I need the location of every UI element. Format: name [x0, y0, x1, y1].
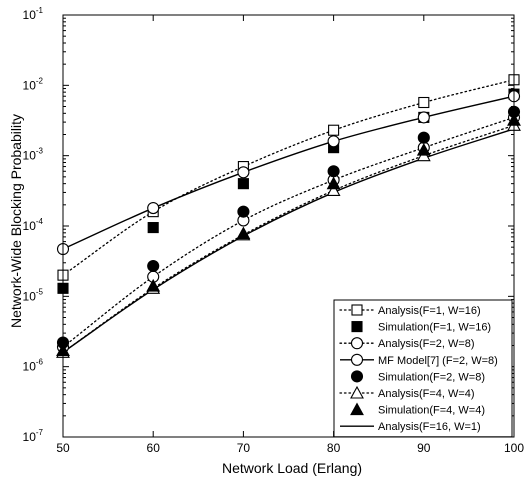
data-point-6: [326, 176, 341, 190]
tick-label-layer: 50 60 70 80 90 100 10-7 10-6 10-5 10-4 10-3 10-2 10-…: [23, 6, 525, 455]
x-axis-label: Network Load (Erlang): [222, 460, 362, 476]
legend-marker-1: [351, 321, 363, 333]
y-tick-label: 10-7: [23, 428, 44, 444]
legend-marker-4: [350, 370, 364, 383]
x-tick-label: 60: [147, 441, 161, 455]
data-point-4: [237, 205, 250, 218]
legend-label-1: Simulation(F=1, W=16): [378, 322, 491, 334]
y-axis-label: Network-Wide Blocking Probability: [8, 114, 24, 328]
legend-label-6: Simulation(F=4, W=4): [378, 405, 485, 417]
series-line-2: [62, 116, 515, 348]
x-tick-label: 50: [56, 441, 70, 455]
y-tick-label: 10-1: [23, 6, 44, 22]
data-point-3: [327, 135, 340, 148]
data-point-1: [147, 222, 159, 234]
data-point-4: [147, 259, 160, 273]
data-point-6: [236, 226, 251, 240]
series-line-7: [62, 128, 515, 353]
y-tick-label: 10-3: [23, 147, 44, 163]
data-point-6: [146, 278, 161, 292]
y-tick-label: 10-5: [23, 287, 44, 303]
y-tick-label: 10-6: [23, 358, 44, 374]
data-point-4: [327, 165, 340, 178]
legend-label-2: Analysis(F=2, W=8): [378, 338, 475, 350]
legend-marker-0: [351, 304, 363, 316]
x-tick-label: 80: [327, 441, 341, 455]
plot-frame: [62, 14, 515, 438]
legend: Analysis(F=1, W=16) Simulation(F=1, W=16)…: [333, 299, 513, 438]
data-point-3: [237, 166, 250, 179]
legend-label-5: Analysis(F=4, W=4): [378, 388, 475, 400]
legend-label-4: Simulation(F=2, W=8): [378, 371, 485, 383]
data-point-3: [417, 111, 430, 124]
data-point-0: [328, 124, 340, 136]
legend-marker-2: [350, 337, 364, 350]
legend-marker-5: [350, 385, 364, 399]
y-tick-label: 10-4: [23, 217, 44, 233]
legend-marker-3: [350, 353, 364, 366]
x-tick-label: 70: [237, 441, 251, 455]
data-point-5: [326, 183, 341, 197]
series-layer: [56, 74, 521, 358]
legend-label-3: MF Model[7] (F=2, W=8): [378, 355, 498, 367]
x-tick-label: 100: [504, 441, 524, 455]
legend-label-0: Analysis(F=1, W=16): [378, 305, 481, 317]
series-line-0: [62, 79, 515, 276]
legend-box: [333, 299, 513, 438]
legend-marker-6: [350, 402, 364, 416]
data-point-4: [417, 131, 430, 144]
legend-label-7: Analysis(F=16, W=1): [378, 421, 481, 433]
y-tick-label: 10-2: [23, 76, 44, 92]
data-point-1: [237, 178, 249, 190]
data-point-0: [418, 96, 430, 109]
data-point-3: [147, 201, 160, 215]
data-point-6: [416, 142, 431, 156]
series-line-3: [62, 95, 515, 250]
x-tick-label: 90: [417, 441, 431, 455]
series-line-5: [62, 124, 515, 353]
